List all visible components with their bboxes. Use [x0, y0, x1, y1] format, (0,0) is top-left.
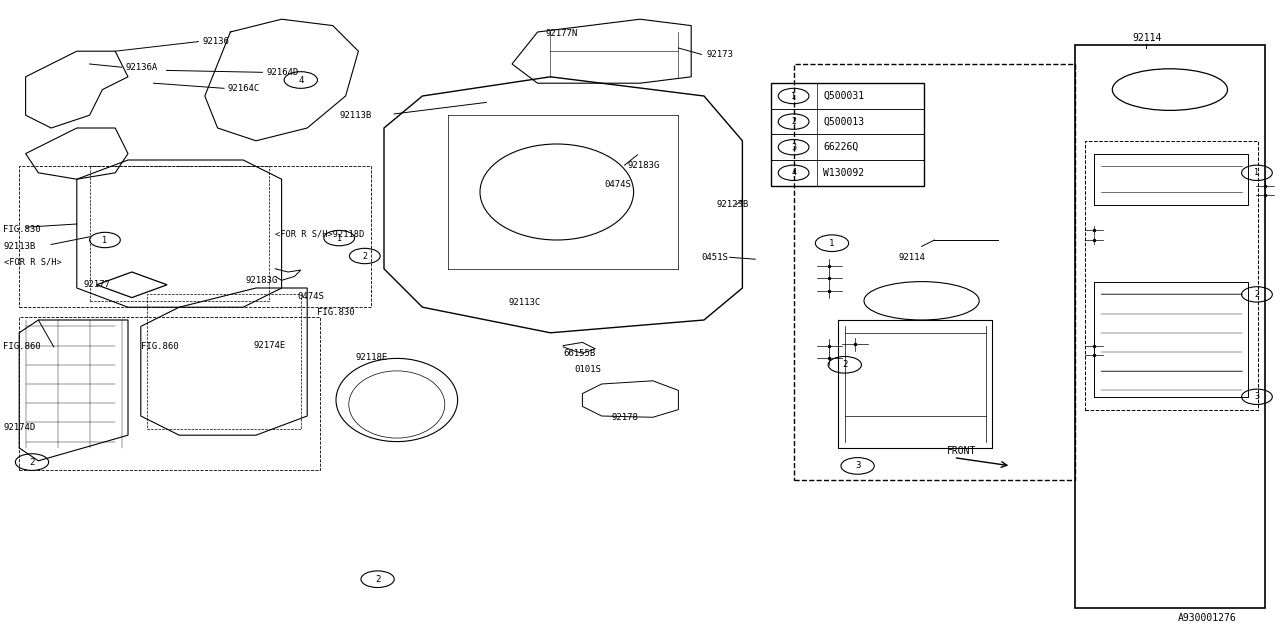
Text: 92113B: 92113B	[4, 242, 36, 251]
Text: 66226Q: 66226Q	[823, 142, 859, 152]
Bar	[147, 294, 301, 429]
Text: 0474S: 0474S	[297, 292, 324, 301]
Text: 2: 2	[375, 575, 380, 584]
Bar	[19, 317, 320, 470]
Text: 3: 3	[855, 461, 860, 470]
Text: FRONT: FRONT	[947, 446, 977, 456]
Text: 0451S: 0451S	[701, 253, 728, 262]
Text: 92174D: 92174D	[4, 423, 36, 432]
Bar	[90, 166, 269, 301]
Text: W130092: W130092	[823, 168, 864, 178]
Text: 2: 2	[1254, 290, 1260, 299]
Text: 1: 1	[791, 92, 796, 100]
Bar	[19, 166, 371, 307]
Text: 1: 1	[829, 239, 835, 248]
Text: 2: 2	[842, 360, 847, 369]
Bar	[771, 83, 924, 186]
Text: FIG.830: FIG.830	[317, 308, 355, 317]
Text: 2: 2	[362, 252, 367, 260]
Text: 92164D: 92164D	[266, 68, 298, 77]
Text: 92136A: 92136A	[125, 63, 157, 72]
Text: 0474S: 0474S	[604, 180, 631, 189]
Text: 92164C: 92164C	[228, 84, 260, 93]
Text: 3: 3	[791, 143, 796, 152]
Text: 2: 2	[29, 458, 35, 467]
Text: 4: 4	[298, 76, 303, 84]
Bar	[1075, 45, 1265, 608]
Text: Q500031: Q500031	[823, 91, 864, 101]
Text: FIG.830: FIG.830	[3, 225, 40, 234]
Text: 92178: 92178	[612, 413, 639, 422]
Text: FIG.860: FIG.860	[141, 342, 178, 351]
Text: 92123B: 92123B	[717, 200, 749, 209]
Text: 92114: 92114	[899, 253, 925, 262]
Text: 92114: 92114	[1133, 33, 1162, 44]
Text: 1: 1	[1254, 168, 1260, 177]
Text: 92177N: 92177N	[545, 29, 577, 38]
Text: 4: 4	[791, 168, 796, 177]
Text: 92173: 92173	[707, 50, 733, 59]
Text: Q500013: Q500013	[823, 116, 864, 127]
Text: 3: 3	[1254, 392, 1260, 401]
Text: 92177: 92177	[83, 280, 110, 289]
Text: 1: 1	[337, 234, 342, 243]
Text: A930001276: A930001276	[1178, 612, 1236, 623]
Text: 0101S: 0101S	[575, 365, 602, 374]
Text: <FOR R S/H>92118D: <FOR R S/H>92118D	[275, 229, 365, 238]
Text: <FOR R S/H>: <FOR R S/H>	[4, 258, 61, 267]
Text: 92113B: 92113B	[339, 111, 371, 120]
Text: 92183G: 92183G	[627, 161, 659, 170]
Bar	[794, 64, 1075, 480]
Text: 92174E: 92174E	[253, 341, 285, 350]
Text: 92118E: 92118E	[356, 353, 388, 362]
Text: 1: 1	[102, 236, 108, 244]
Text: FIG.860: FIG.860	[3, 342, 40, 351]
Text: 92113C: 92113C	[508, 298, 540, 307]
Text: 92136: 92136	[202, 37, 229, 46]
Text: 92183G: 92183G	[246, 276, 278, 285]
Bar	[1085, 141, 1258, 410]
Text: 2: 2	[791, 117, 796, 126]
Text: 66155B: 66155B	[563, 349, 595, 358]
